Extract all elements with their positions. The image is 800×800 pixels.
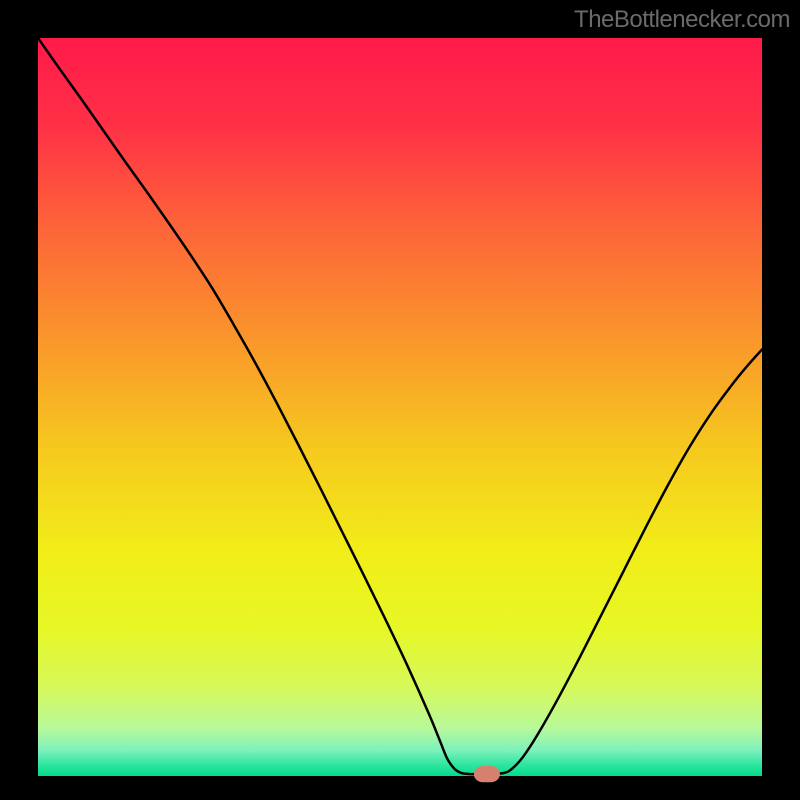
plot-background [38,38,762,776]
optimal-marker [474,766,500,782]
bottleneck-chart [0,0,800,800]
chart-stage: TheBottlenecker.com [0,0,800,800]
